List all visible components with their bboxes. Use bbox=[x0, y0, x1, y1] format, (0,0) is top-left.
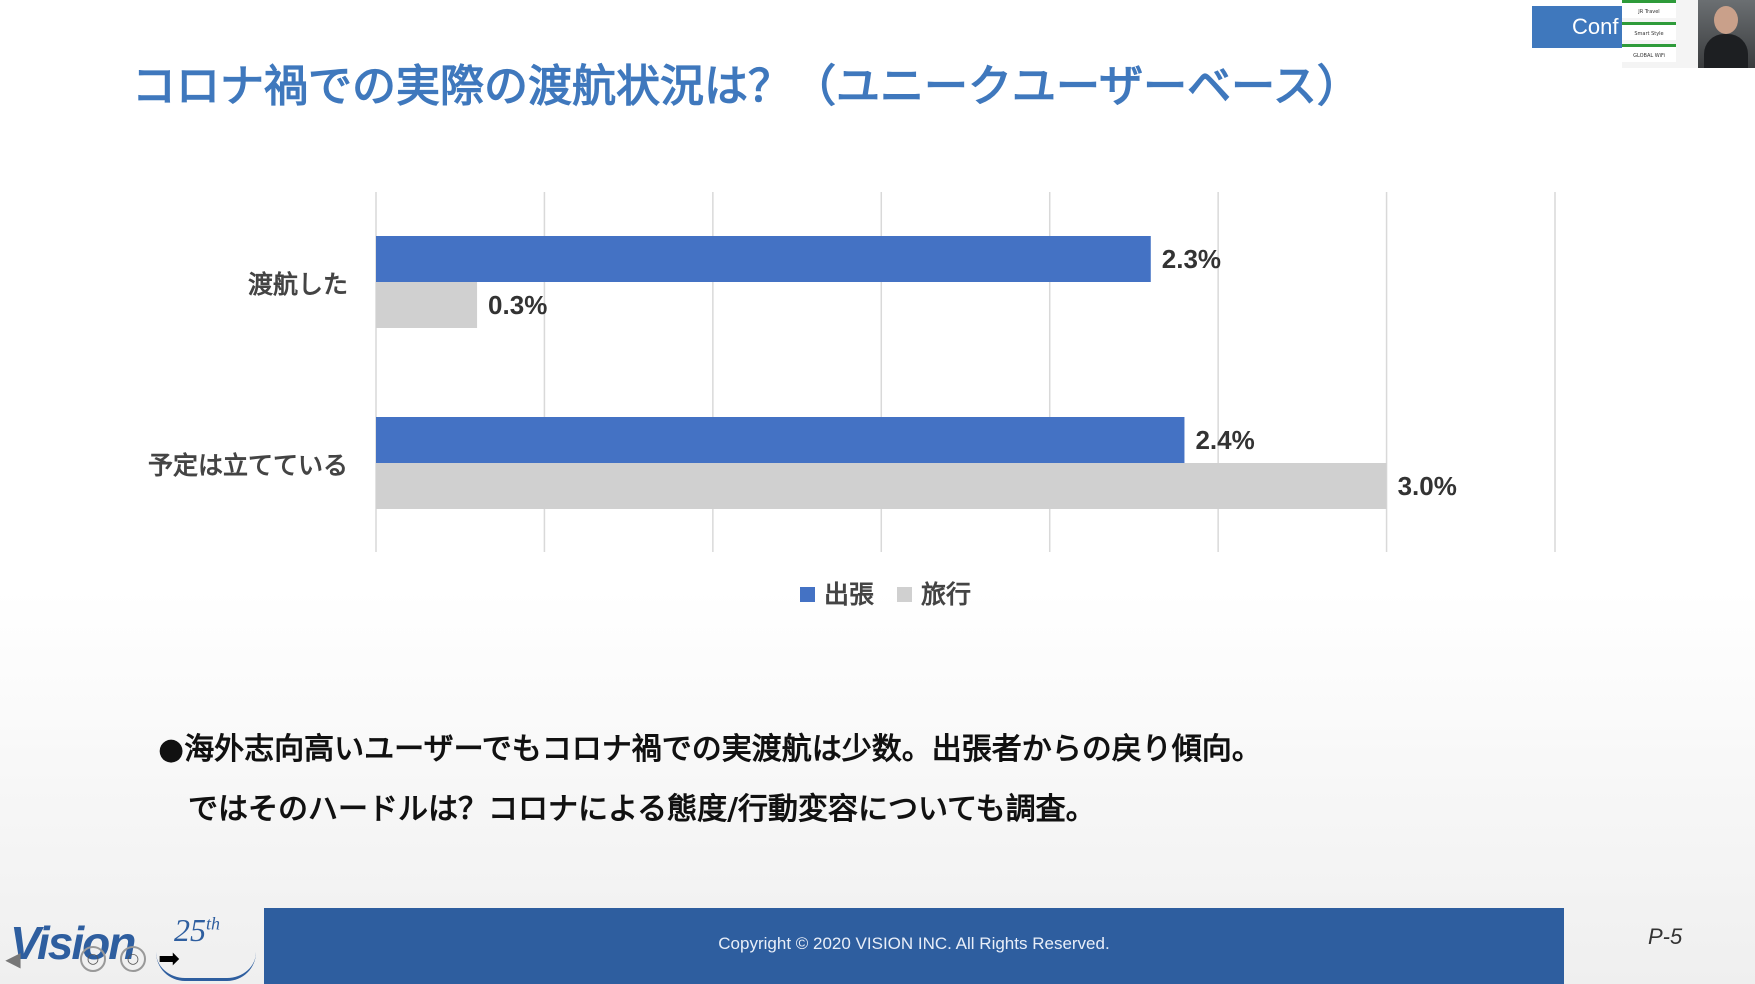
data-label: 0.3% bbox=[488, 290, 547, 320]
page-number: P-5 bbox=[1648, 924, 1683, 949]
category-label: 予定は立てている bbox=[148, 451, 348, 480]
bar bbox=[376, 236, 1151, 282]
legend-label: 旅行 bbox=[921, 580, 971, 609]
webcam-video bbox=[1698, 0, 1755, 68]
bullet-line-2: ではそのハードルは？コロナによる態度/行動変容についても調査。 bbox=[188, 792, 1096, 827]
webcam-person-body bbox=[1704, 34, 1748, 68]
footer-bar: Copyright © 2020 VISION INC. All Rights … bbox=[264, 908, 1564, 984]
sponsor-tile: Smart Style bbox=[1622, 22, 1676, 40]
video-panel: JR Travel Smart Style GLOBAL WiFi bbox=[1622, 0, 1755, 68]
sponsor-tile: JR Travel bbox=[1622, 0, 1676, 18]
bullet-line-1: ●海外志向高いユーザーでもコロナ禍での実渡航は少数。出張者からの戻り傾向。 bbox=[158, 720, 1458, 780]
conference-button[interactable]: Conf bbox=[1532, 6, 1622, 48]
next-slide-icon[interactable]: ➡ bbox=[158, 944, 180, 974]
slide-nav-controls: ◀ ○ ○ ➡ bbox=[0, 946, 190, 976]
legend-swatch bbox=[800, 587, 815, 602]
logo-swoosh bbox=[156, 952, 256, 981]
vision-logo: Vision 25th bbox=[6, 912, 256, 984]
webcam-person-head bbox=[1714, 6, 1738, 34]
bar bbox=[376, 282, 478, 328]
slide-title: コロナ禍での実際の渡航状況は？（ユニークユーザーベース） bbox=[132, 61, 1361, 112]
bar-chart: 渡航した 2.3% 0.3% 予定は立てている 2.4% 3.0% 出張 旅行 bbox=[148, 192, 1556, 609]
copyright-text: Copyright © 2020 VISION INC. All Rights … bbox=[718, 934, 1110, 953]
prev-slide-icon[interactable]: ◀ bbox=[5, 947, 21, 971]
bar bbox=[376, 417, 1185, 463]
bar bbox=[376, 463, 1387, 509]
logo-anniversary-number: 25 bbox=[174, 912, 206, 948]
data-label: 2.4% bbox=[1195, 425, 1254, 455]
sponsor-tile: GLOBAL WiFi bbox=[1622, 44, 1676, 62]
bullet-line-1-text: 海外志向高いユーザーでもコロナ禍での実渡航は少数。出張者からの戻り傾向。 bbox=[184, 732, 1262, 767]
logo-text: Vision bbox=[10, 917, 136, 969]
nav-circle-icon[interactable]: ○ bbox=[80, 946, 106, 972]
logo-anniversary-suffix: th bbox=[206, 913, 221, 934]
category-label: 渡航した bbox=[248, 270, 348, 299]
data-label: 3.0% bbox=[1398, 471, 1457, 501]
legend-swatch bbox=[897, 587, 912, 602]
summary-text: ●海外志向高いユーザーでもコロナ禍での実渡航は少数。出張者からの戻り傾向。 では… bbox=[158, 720, 1458, 840]
nav-circle-icon[interactable]: ○ bbox=[120, 946, 146, 972]
logo-anniversary: 25th bbox=[174, 912, 220, 949]
legend-label: 出張 bbox=[824, 580, 875, 609]
data-label: 2.3% bbox=[1162, 244, 1221, 274]
bullet-marker: ● bbox=[158, 732, 185, 767]
